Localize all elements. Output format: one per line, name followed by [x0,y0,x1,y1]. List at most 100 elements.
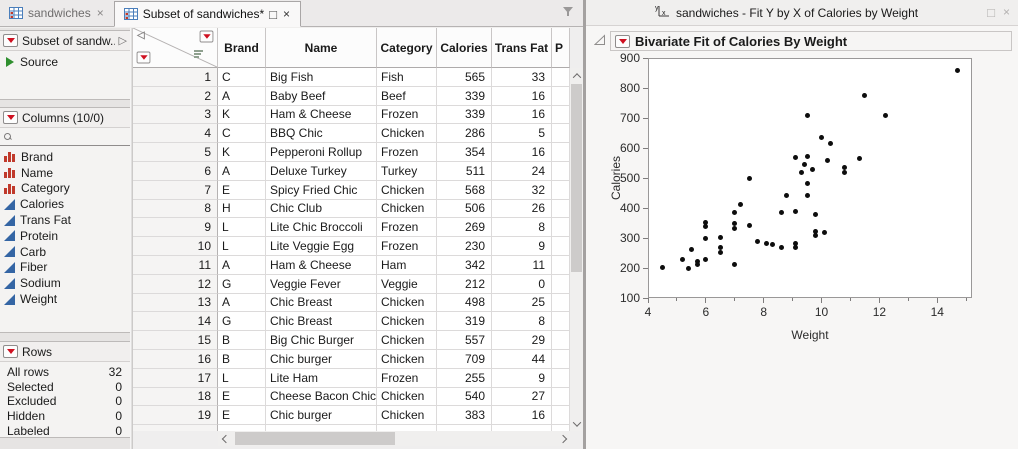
data-cell[interactable]: Chic Breast [266,312,377,332]
scatter-point[interactable] [717,249,723,255]
data-cell[interactable]: 27 [492,387,552,407]
data-cell[interactable]: 511 [437,161,492,181]
data-cell[interactable]: Chicken [377,406,437,426]
data-cell[interactable]: 0 [492,274,552,294]
table-row[interactable]: 11 A Ham & Cheese Ham 342 11 [133,255,570,275]
scatter-point[interactable] [746,176,752,182]
scroll-up-button[interactable] [570,68,583,83]
data-cell[interactable]: Lite Ham [266,368,377,388]
data-cell[interactable]: A [218,255,266,275]
column-item[interactable]: Fiber [0,260,130,276]
maximize-icon[interactable]: □ [987,5,995,20]
row-number-cell[interactable]: 4 [133,124,218,144]
column-selector-icon[interactable] [194,50,203,59]
row-number-cell[interactable]: 19 [133,406,218,426]
row-number-cell[interactable]: 10 [133,237,218,256]
data-cell[interactable]: Chic burger [266,406,377,426]
data-cell[interactable]: Chicken [377,199,437,219]
data-cell[interactable]: 24 [492,161,552,181]
red-triangle-menu-icon[interactable] [3,345,18,358]
row-number-cell[interactable]: 12 [133,274,218,294]
scatter-point[interactable] [824,158,830,164]
row-number-cell[interactable]: 6 [133,161,218,181]
data-cell[interactable]: Lite Veggie Egg [266,237,377,256]
data-cell[interactable]: 9 [492,237,552,256]
table-row[interactable] [133,425,570,431]
scatter-point[interactable] [717,234,723,240]
disclosure-triangle-icon[interactable] [593,33,606,49]
column-header-calories[interactable]: Calories [437,28,492,68]
row-number-cell[interactable]: 15 [133,331,218,350]
data-cell[interactable]: Cheese Bacon Chic [266,387,377,407]
data-cell[interactable]: 342 [437,255,492,275]
data-cell[interactable]: 255 [437,368,492,388]
scatter-point[interactable] [804,112,810,118]
data-cell[interactable]: A [218,161,266,181]
scatter-point[interactable] [680,256,686,262]
red-triangle-menu-icon[interactable] [136,51,151,64]
data-cell[interactable]: 11 [492,255,552,275]
scatter-point[interactable] [856,156,862,161]
scatter-point[interactable] [813,228,819,234]
data-cell[interactable]: K [218,105,266,125]
table-row[interactable]: 15 B Big Chic Burger Chicken 557 29 [133,331,570,350]
data-cell[interactable]: 16 [492,406,552,426]
data-cell[interactable] [552,199,570,219]
data-cell[interactable]: Frozen [377,237,437,256]
data-cell[interactable]: 8 [492,218,552,238]
row-number-cell[interactable]: 9 [133,218,218,238]
scatter-point[interactable] [819,135,825,140]
data-cell[interactable]: B [218,349,266,369]
data-cell[interactable] [552,368,570,388]
data-cell[interactable]: 506 [437,199,492,219]
scatter-point[interactable] [694,258,700,264]
data-cell[interactable]: G [218,312,266,332]
data-cell[interactable] [552,331,570,350]
data-cell[interactable]: C [218,68,266,87]
data-cell[interactable] [218,425,266,431]
data-cell[interactable]: Chicken [377,387,437,407]
scatter-point[interactable] [862,93,868,98]
data-cell[interactable]: Chic burger [266,349,377,369]
table-row[interactable]: 2 A Baby Beef Beef 339 16 [133,86,570,106]
column-item[interactable]: Sodium [0,275,130,291]
row-number-cell[interactable]: 16 [133,349,218,369]
data-cell[interactable] [437,425,492,431]
scatter-point[interactable] [813,232,819,238]
data-cell[interactable]: Pepperoni Rollup [266,143,377,162]
data-cell[interactable]: L [218,218,266,238]
data-cell[interactable]: 29 [492,331,552,350]
table-row[interactable]: 3 K Ham & Cheese Frozen 339 16 [133,105,570,125]
row-number-cell[interactable]: 7 [133,180,218,200]
data-cell[interactable]: 339 [437,105,492,125]
report-titlebar[interactable]: y x sandwiches - Fit Y by X of Calories … [586,0,1018,26]
table-row[interactable]: 6 A Deluxe Turkey Turkey 511 24 [133,161,570,181]
scatter-point[interactable] [842,169,848,175]
data-cell[interactable] [552,68,570,87]
data-cell[interactable]: Baby Beef [266,86,377,106]
data-cell[interactable]: Veggie Fever [266,274,377,294]
data-cell[interactable]: Ham [377,255,437,275]
horizontal-scroll-thumb[interactable] [235,432,395,445]
table-row[interactable]: 9 L Lite Chic Broccoli Frozen 269 8 [133,218,570,238]
data-cell[interactable]: Frozen [377,105,437,125]
table-row[interactable]: 13 A Chic Breast Chicken 498 25 [133,293,570,313]
row-number-cell[interactable]: 3 [133,105,218,125]
data-cell[interactable]: K [218,143,266,162]
row-number-cell[interactable]: 8 [133,199,218,219]
table-row[interactable]: 14 G Chic Breast Chicken 319 8 [133,312,570,332]
data-cell[interactable]: 383 [437,406,492,426]
table-row[interactable]: 4 C BBQ Chic Chicken 286 5 [133,124,570,144]
scatter-point[interactable] [703,223,709,229]
data-cell[interactable]: 212 [437,274,492,294]
data-cell[interactable]: Chicken [377,180,437,200]
data-cell[interactable]: 16 [492,143,552,162]
data-cell[interactable] [552,312,570,332]
table-row[interactable]: 10 L Lite Veggie Egg Frozen 230 9 [133,237,570,256]
data-cell[interactable] [266,425,377,431]
table-row[interactable]: 1 C Big Fish Fish 565 33 [133,68,570,87]
data-cell[interactable]: C [218,124,266,144]
scroll-down-button[interactable] [570,416,583,431]
scatter-point[interactable] [732,261,738,267]
column-header-category[interactable]: Category [377,28,437,68]
